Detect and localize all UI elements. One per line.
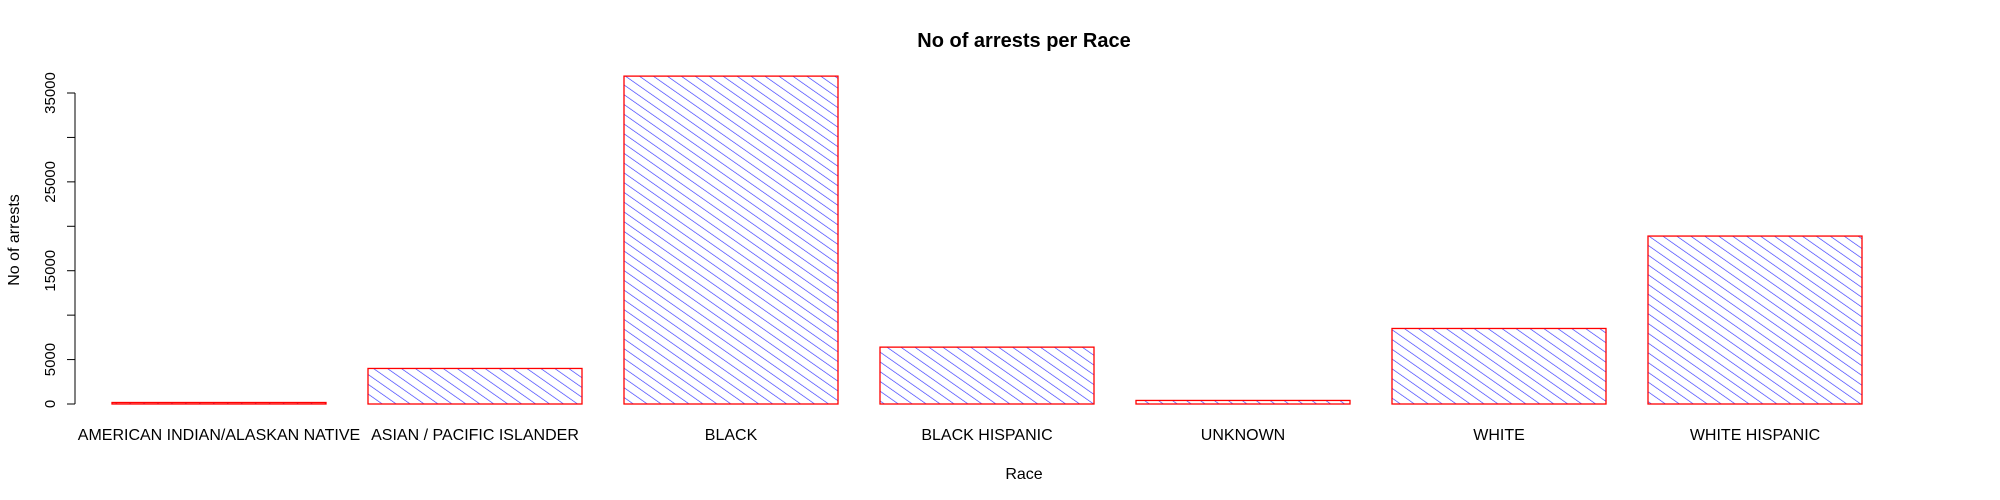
x-tick-label: BLACK HISPANIC (921, 427, 1052, 444)
y-axis-label: No of arrests (6, 194, 23, 286)
bar (367, 367, 583, 405)
bar (1391, 327, 1607, 405)
x-tick-label: UNKNOWN (1201, 427, 1285, 444)
x-axis-tick-labels: AMERICAN INDIAN/ALASKAN NATIVE ASIAN / PA… (78, 427, 1820, 444)
y-tick-label: 15000 (42, 250, 59, 292)
bar (879, 346, 1095, 405)
chart-title: No of arrests per Race (917, 30, 1130, 52)
y-tick-label: 0 (42, 400, 59, 408)
y-axis: 0 5000 15000 25000 35000 (42, 72, 76, 408)
x-axis-label: Race (1005, 466, 1042, 483)
bars (111, 75, 1863, 405)
y-tick-label: 25000 (42, 161, 59, 203)
x-tick-label: ASIAN / PACIFIC ISLANDER (371, 427, 579, 444)
y-tick-label: 5000 (42, 343, 59, 376)
y-tick-label: 35000 (42, 72, 59, 114)
bar (623, 75, 839, 405)
x-tick-label: AMERICAN INDIAN/ALASKAN NATIVE (78, 427, 360, 444)
x-tick-label: WHITE (1473, 427, 1525, 444)
x-tick-label: WHITE HISPANIC (1690, 427, 1820, 444)
x-tick-label: BLACK (705, 427, 758, 444)
bar (111, 401, 327, 405)
bar (1135, 399, 1351, 405)
bar (1647, 235, 1863, 405)
